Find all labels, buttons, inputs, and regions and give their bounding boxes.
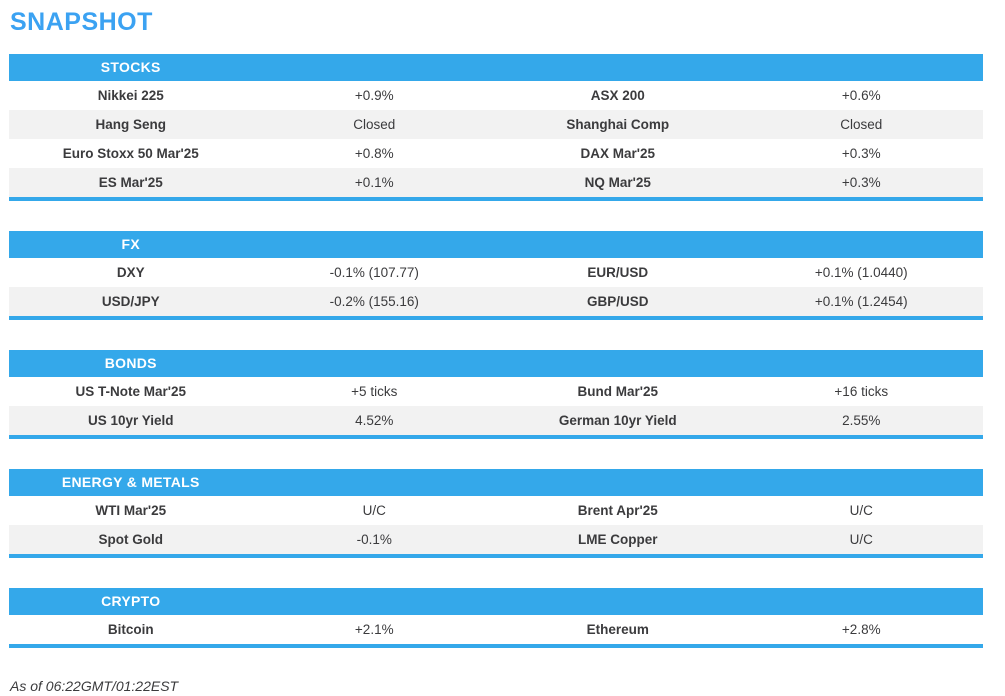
instrument-label: Spot Gold xyxy=(98,532,164,547)
instrument-value: -0.1% xyxy=(356,532,392,547)
instrument-label: German 10yr Yield xyxy=(558,413,677,428)
section-rows: DXY -0.1% (107.77) EUR/USD +0.1% (1.0440) US… xyxy=(9,258,983,316)
instrument-value: U/C xyxy=(849,503,873,518)
instrument-value: Closed xyxy=(840,117,883,132)
instrument-value: 2.55% xyxy=(842,413,881,428)
section-rows: WTI Mar'25 U/C Brent Apr'25 U/C Spot Gold -0.… xyxy=(9,496,983,554)
section-header-label: STOCKS xyxy=(100,59,161,75)
section-header-label: CRYPTO xyxy=(101,593,161,609)
table-row: Bitcoin +2.1% Ethereum +2.8% xyxy=(9,615,983,644)
instrument-label: Shanghai Comp xyxy=(566,117,670,132)
page-title: SNAPSHOT xyxy=(10,8,153,36)
instrument-value: +0.1% (1.0440) xyxy=(814,265,908,280)
table-row: US T-Note Mar'25 +5 ticks Bund Mar'25 +16 t… xyxy=(9,377,983,406)
table-row: ES Mar'25 +0.1% NQ Mar'25 +0.3% xyxy=(9,168,983,197)
section-crypto: CRYPTO Bitcoin +2.1% Ethereum +2.8% xyxy=(9,588,983,648)
section-header-bar: ENERGY & METALS xyxy=(9,469,983,496)
table-row: Euro Stoxx 50 Mar'25 +0.8% DAX Mar'25 +0.3% xyxy=(9,139,983,168)
instrument-label: ES Mar'25 xyxy=(98,175,163,190)
table-row: USD/JPY -0.2% (155.16) GBP/USD +0.1% (1.245… xyxy=(9,287,983,316)
instrument-label: US 10yr Yield xyxy=(87,413,174,428)
instrument-value: U/C xyxy=(849,532,873,547)
instrument-label: NQ Mar'25 xyxy=(584,175,651,190)
instrument-value: -0.2% (155.16) xyxy=(329,294,419,309)
instrument-value: +0.3% xyxy=(841,146,881,161)
section-header-label: FX xyxy=(121,236,140,252)
instrument-label: US T-Note Mar'25 xyxy=(75,384,187,399)
instrument-value: +0.8% xyxy=(354,146,394,161)
section-header-bar: FX xyxy=(9,231,983,258)
section-header-bar: CRYPTO xyxy=(9,588,983,615)
instrument-label: DXY xyxy=(116,265,145,280)
instrument-value: +0.6% xyxy=(841,88,881,103)
instrument-value: +0.1% (1.2454) xyxy=(814,294,908,309)
section-header-label: BONDS xyxy=(104,355,157,371)
instrument-value: +2.1% xyxy=(354,622,394,637)
instrument-value: +5 ticks xyxy=(351,384,398,399)
instrument-label: GBP/USD xyxy=(586,294,649,309)
table-row: US 10yr Yield 4.52% German 10yr Yield 2.55% xyxy=(9,406,983,435)
section-stocks: STOCKS Nikkei 225 +0.9% ASX 200 +0.6% Hang S… xyxy=(9,54,983,201)
section-energy-metals: ENERGY & METALS WTI Mar'25 U/C Brent Apr'2… xyxy=(9,469,983,558)
instrument-value: U/C xyxy=(362,503,386,518)
instrument-value: +0.9% xyxy=(354,88,394,103)
table-row: Hang Seng Closed Shanghai Comp Closed xyxy=(9,110,983,139)
instrument-label: DAX Mar'25 xyxy=(580,146,656,161)
timestamp-note: As of 06:22GMT/01:22EST xyxy=(10,678,179,694)
section-rows: Nikkei 225 +0.9% ASX 200 +0.6% Hang Seng Clos… xyxy=(9,81,983,197)
instrument-value: +16 ticks xyxy=(834,384,889,399)
table-row: Nikkei 225 +0.9% ASX 200 +0.6% xyxy=(9,81,983,110)
section-header-bar: STOCKS xyxy=(9,54,983,81)
instrument-value: +0.1% xyxy=(354,175,394,190)
section-header-bar: BONDS xyxy=(9,350,983,377)
instrument-label: Bund Mar'25 xyxy=(577,384,658,399)
section-bonds: BONDS US T-Note Mar'25 +5 ticks Bund Mar'2… xyxy=(9,350,983,439)
instrument-label: EUR/USD xyxy=(587,265,649,280)
section-rows: US T-Note Mar'25 +5 ticks Bund Mar'25 +16 t… xyxy=(9,377,983,435)
instrument-label: Ethereum xyxy=(586,622,649,637)
table-row: WTI Mar'25 U/C Brent Apr'25 U/C xyxy=(9,496,983,525)
instrument-label: Hang Seng xyxy=(95,117,166,132)
section-header-label: ENERGY & METALS xyxy=(61,474,200,490)
snapshot-table: STOCKS Nikkei 225 +0.9% ASX 200 +0.6% Hang S… xyxy=(9,54,983,648)
section-rows: Bitcoin +2.1% Ethereum +2.8% xyxy=(9,615,983,644)
instrument-value: -0.1% (107.77) xyxy=(329,265,419,280)
section-fx: FX DXY -0.1% (107.77) EUR/USD +0.1% (1.0440… xyxy=(9,231,983,320)
instrument-value: 4.52% xyxy=(355,413,394,428)
instrument-label: WTI Mar'25 xyxy=(95,503,167,518)
table-row: Spot Gold -0.1% LME Copper U/C xyxy=(9,525,983,554)
table-row: DXY -0.1% (107.77) EUR/USD +0.1% (1.0440) xyxy=(9,258,983,287)
instrument-label: Bitcoin xyxy=(107,622,154,637)
instrument-label: Euro Stoxx 50 Mar'25 xyxy=(62,146,199,161)
instrument-label: USD/JPY xyxy=(101,294,160,309)
instrument-label: ASX 200 xyxy=(590,88,645,103)
instrument-value: Closed xyxy=(353,117,396,132)
instrument-label: Nikkei 225 xyxy=(97,88,164,103)
instrument-value: +0.3% xyxy=(841,175,881,190)
instrument-value: +2.8% xyxy=(841,622,881,637)
instrument-label: Brent Apr'25 xyxy=(577,503,658,518)
instrument-label: LME Copper xyxy=(578,532,658,547)
